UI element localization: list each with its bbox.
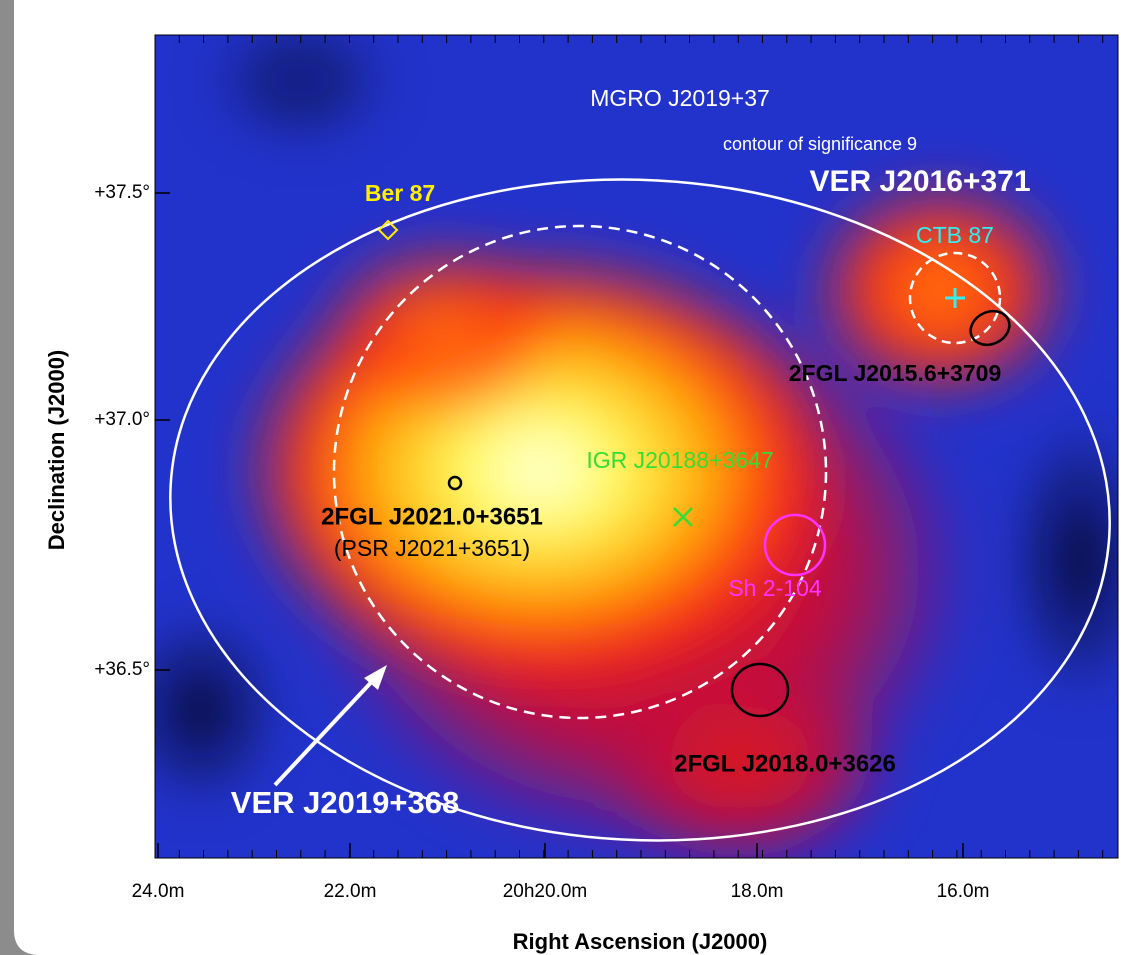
annotation: IGR J20188+3647 xyxy=(586,447,773,473)
sky-map xyxy=(130,20,1121,870)
x-tick-label: 20h20.0m xyxy=(503,881,588,902)
x-tick-label: 16.0m xyxy=(937,881,990,902)
annotation: MGRO J2019+37 xyxy=(590,85,770,111)
annotation: (PSR J2021+3651) xyxy=(334,535,530,561)
y-tick-label: +37.5° xyxy=(94,182,150,203)
annotation: Ber 87 xyxy=(365,180,435,206)
annotation: contour of significance 9 xyxy=(723,134,917,154)
annotation: VER J2019+368 xyxy=(231,785,459,820)
annotation: Sh 2-104 xyxy=(728,575,822,601)
annotation: 2FGL J2015.6+3709 xyxy=(789,360,1002,386)
x-tick-label: 22.0m xyxy=(324,881,377,902)
y-tick-label: +36.5° xyxy=(94,659,150,680)
annotation: CTB 87 xyxy=(916,222,994,248)
y-axis-label: Declination (J2000) xyxy=(44,350,69,551)
x-axis-label: Right Ascension (J2000) xyxy=(513,929,768,954)
x-tick-label: 24.0m xyxy=(132,881,185,902)
y-tick-label: +37.0° xyxy=(94,409,150,430)
x-tick-label: 18.0m xyxy=(731,881,784,902)
figure: MGRO J2019+37 contour of significance 9 … xyxy=(0,0,1121,955)
page: {"axes": {"x_label": "Right Ascension (J… xyxy=(0,0,1121,955)
annotation: 2FGL J2018.0+3626 xyxy=(674,750,896,777)
annotation: VER J2016+371 xyxy=(809,165,1030,198)
frame xyxy=(0,0,40,955)
annotation: 2FGL J2021.0+3651 xyxy=(321,503,543,530)
